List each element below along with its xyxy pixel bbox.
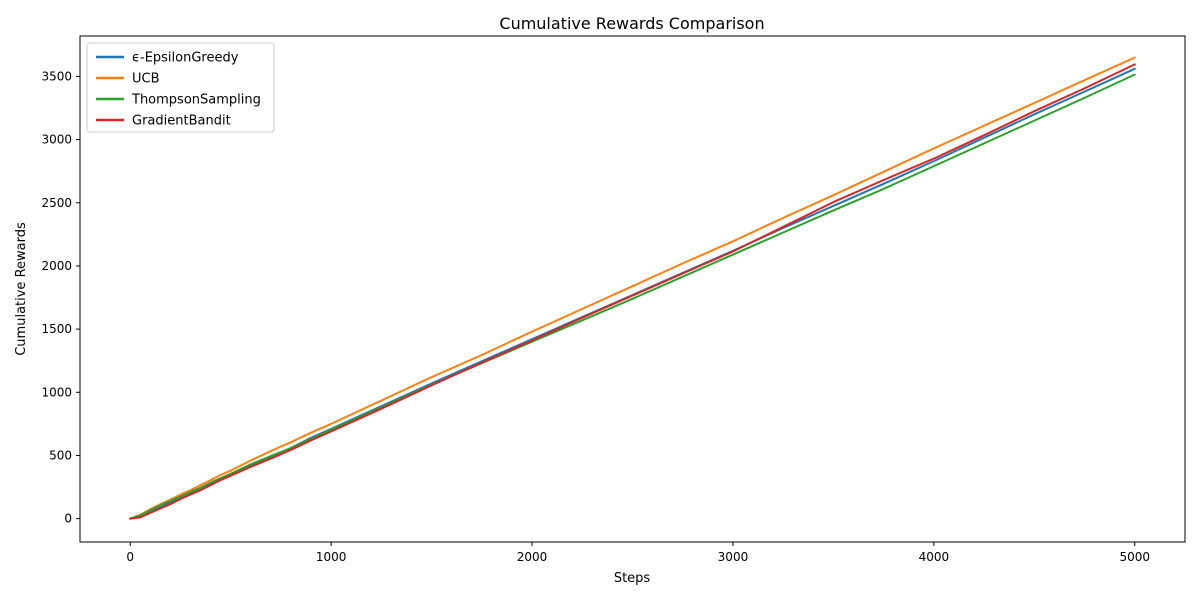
x-tick-label: 4000 (919, 550, 950, 564)
legend-entry-label: GradientBandit (132, 114, 231, 129)
y-tick-label: 1500 (41, 322, 72, 336)
y-tick-label: 1000 (41, 385, 72, 399)
x-tick-label: 0 (126, 550, 134, 564)
y-tick-label: 500 (49, 448, 72, 462)
y-tick-label: 2000 (41, 259, 72, 273)
series-line-gradientbandit (129, 63, 1136, 520)
x-tick-label: 3000 (718, 550, 749, 564)
x-axis-label: Steps (614, 571, 651, 586)
y-tick-label: 2500 (41, 196, 72, 210)
legend-entry-label: UCB (132, 72, 160, 87)
legend: ϵ-EpsilonGreedy UCB ThompsonSampling Gradie… (86, 42, 275, 133)
y-axis-label: Cumulative Rewards (14, 222, 29, 356)
chart-title: Cumulative Rewards Comparison (499, 14, 764, 33)
y-tick-label: 3000 (41, 133, 72, 147)
plot-frame (79, 35, 1186, 543)
legend-box (86, 42, 275, 133)
y-tick-label: 0 (64, 512, 72, 526)
plot-area: 0 1000 2000 3000 4000 5000 0 500 1000 1500 2000 250… (41, 56, 1150, 564)
y-tick-label: 3500 (41, 69, 72, 83)
x-tick-label: 5000 (1119, 550, 1150, 564)
series-line-ucb (129, 56, 1136, 520)
x-tick-label: 1000 (316, 550, 347, 564)
legend-entry-label: ϵ-EpsilonGreedy (132, 51, 239, 66)
series-line-thompsonsampling (129, 73, 1136, 520)
x-tick-label: 2000 (517, 550, 548, 564)
legend-entry-label: ThompsonSampling (131, 93, 261, 108)
